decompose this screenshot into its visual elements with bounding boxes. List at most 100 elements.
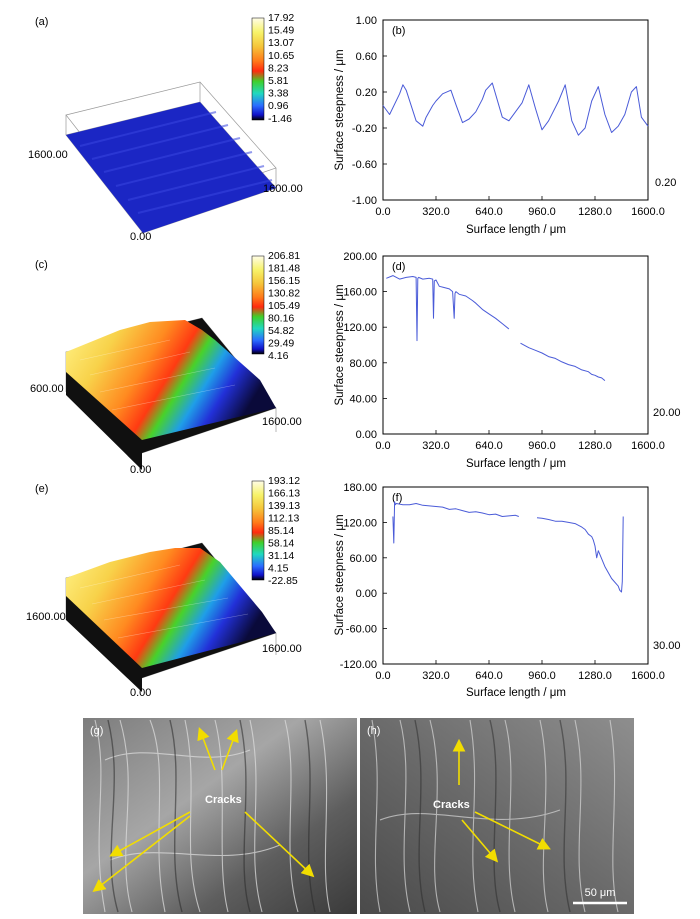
chart-f-xtick: 1600.0	[631, 670, 665, 682]
chart-b-ytick: -1.00	[352, 195, 377, 207]
sem-image-g: (g) Cracks	[83, 718, 357, 914]
chart-d-xtick: 1600.0	[631, 440, 665, 452]
crack-arrow	[109, 811, 191, 857]
colorbar-a-tick: 17.92	[268, 12, 294, 24]
surface-a	[66, 102, 276, 233]
chart-b-xtick: 1600.0	[631, 206, 665, 218]
chart-d-ytick: 200.00	[343, 251, 377, 263]
chart-f-frame	[382, 486, 649, 665]
chart-f-ytick: 0.00	[356, 588, 377, 600]
crack-arrow	[221, 728, 239, 771]
sem-g-shadows	[107, 719, 316, 913]
colorbar-a-tick: 5.81	[268, 75, 289, 87]
chart-b-series-profile	[382, 82, 649, 136]
colorbar-a-tick: 3.38	[268, 88, 289, 100]
chart-d-series-segment-2	[520, 342, 606, 381]
colorbar-a-tick: 15.49	[268, 25, 294, 37]
chart-f-yticks: 180.00 120.00 60.00 0.00 -60.00 -120.00	[340, 482, 377, 671]
chart-f-xtick: 0.0	[375, 670, 390, 682]
chart-f-ytick: -120.00	[340, 659, 377, 671]
crack-arrow	[474, 811, 551, 850]
colorbar-c-tick: 130.82	[268, 288, 300, 300]
sem-g-texture	[94, 719, 331, 913]
chart-d-xtick: 320.0	[422, 440, 450, 452]
chart-b-series	[382, 19, 649, 201]
sem-h-shadows	[414, 719, 571, 913]
surface-e-axis-right: 1600.00	[262, 643, 302, 655]
chart-f-series-segment-1	[392, 501, 519, 544]
colorbar-e-tick: 85.14	[268, 525, 294, 537]
chart-d-ylabel: Surface steepness / μm	[334, 284, 346, 405]
panel-label-e: (e)	[35, 483, 48, 495]
colorbar-a	[251, 17, 265, 121]
chart-d-xlabel: Surface length / μm	[466, 458, 566, 470]
crack-arrow	[461, 819, 499, 863]
colorbar-c-tick: 4.16	[268, 350, 289, 362]
colorbar-e-tick: 139.13	[268, 500, 300, 512]
chart-d-xtick: 960.0	[528, 440, 556, 452]
surface-a-axis-origin: 0.00	[130, 231, 151, 243]
chart-d-xtick: 640.0	[475, 440, 503, 452]
surface-c	[66, 320, 276, 440]
chart-d: (d) 200.00 160.00 120.00 80.00 40.00 0.0…	[334, 251, 681, 470]
chart-b: (b) 1.00 0.60 0.20 -0.20 -0.60 -1.00 0.0…	[334, 15, 676, 236]
chart-f-xtick: 320.0	[422, 670, 450, 682]
colorbar-a-tick: 8.23	[268, 62, 289, 74]
surface-c-axis-right: 1600.00	[262, 416, 302, 428]
chart-d-yticks: 200.00 160.00 120.00 80.00 40.00 0.00	[343, 251, 377, 441]
colorbar-c-tick: 156.15	[268, 275, 300, 287]
sem-image-h: (h) Cracks 50 μm	[360, 718, 634, 914]
chart-f-ytick: -60.00	[346, 624, 377, 636]
surface-e-texture	[79, 564, 249, 639]
colorbar-c-tick: 206.81	[268, 250, 300, 262]
colorbar-a-tick: 10.65	[268, 50, 294, 62]
chart-b-ylabel: Surface steepness / μm	[334, 49, 346, 170]
colorbar-c-tick: 105.49	[268, 300, 300, 312]
chart-d-ytick: 0.00	[356, 429, 377, 441]
crack-arrow	[244, 811, 315, 878]
chart-b-xtick: 0.0	[375, 206, 390, 218]
colorbar-c-tick: 29.49	[268, 338, 294, 350]
colorbar-c-tick: 181.48	[268, 263, 300, 275]
surface-a-axis-right: 1600.00	[263, 183, 303, 195]
sem-h-cracks-label: Cracks	[433, 799, 470, 811]
chart-b-ytick: 0.60	[356, 51, 377, 63]
panel-label-d: (d)	[392, 261, 405, 273]
crack-arrow	[92, 815, 191, 892]
chart-f-xtick: 960.0	[528, 670, 556, 682]
colorbar-e-tick: 193.12	[268, 475, 300, 487]
panel-label-b: (b)	[392, 25, 405, 37]
chart-b-xtick: 1280.0	[578, 206, 612, 218]
colorbar-e-ticks: 193.12 166.13 139.13 112.13 85.14 58.14 …	[268, 475, 300, 587]
chart-f-ytick: 60.00	[349, 553, 377, 565]
chart-f-xticks: 0.0 320.0 640.0 960.0 1280.0 1600.0	[375, 670, 664, 682]
chart-d-series	[382, 255, 649, 435]
chart-f-ytick: 180.00	[343, 482, 377, 494]
colorbar-e-tick: 166.13	[268, 488, 300, 500]
chart-b-xlabel: Surface length / μm	[466, 224, 566, 236]
chart-f-ytick: 120.00	[343, 517, 377, 529]
chart-d-xtick: 0.0	[375, 440, 390, 452]
panel-label-a: (a)	[35, 16, 48, 28]
surface-c-texture	[79, 339, 236, 411]
sem-h-arrows	[452, 738, 551, 863]
chart-f-ylabel: Surface steepness / μm	[334, 514, 346, 635]
chart-b-ytick: -0.20	[352, 123, 377, 135]
chart-b-ytick: 0.20	[356, 87, 377, 99]
panel-label-f: (f)	[392, 492, 402, 504]
colorbar-c-ticks: 206.81 181.48 156.15 130.82 105.49 80.16…	[268, 250, 300, 362]
chart-d-xticks: 0.0 320.0 640.0 960.0 1280.0 1600.0	[375, 440, 664, 452]
chart-b-annotation: 0.20	[655, 177, 676, 189]
chart-f-xtick: 1280.0	[578, 670, 612, 682]
surface-panel-e: (e) 1600.00 1600.00 0.00 193.12 166.13 1…	[26, 475, 302, 699]
chart-b-yticks: 1.00 0.60 0.20 -0.20 -0.60 -1.00	[352, 15, 377, 207]
surface-c-axis-left: 600.00	[30, 383, 64, 395]
panel-label-c: (c)	[35, 259, 48, 271]
chart-d-ytick: 160.00	[343, 287, 377, 299]
surface-c-axis-origin: 0.00	[130, 464, 151, 476]
chart-d-ytick: 120.00	[343, 322, 377, 334]
colorbar-e-tick: 58.14	[268, 538, 294, 550]
chart-f-xlabel: Surface length / μm	[466, 687, 566, 699]
colorbar-e-tick: 4.15	[268, 563, 289, 575]
sem-h-texture	[371, 719, 619, 913]
